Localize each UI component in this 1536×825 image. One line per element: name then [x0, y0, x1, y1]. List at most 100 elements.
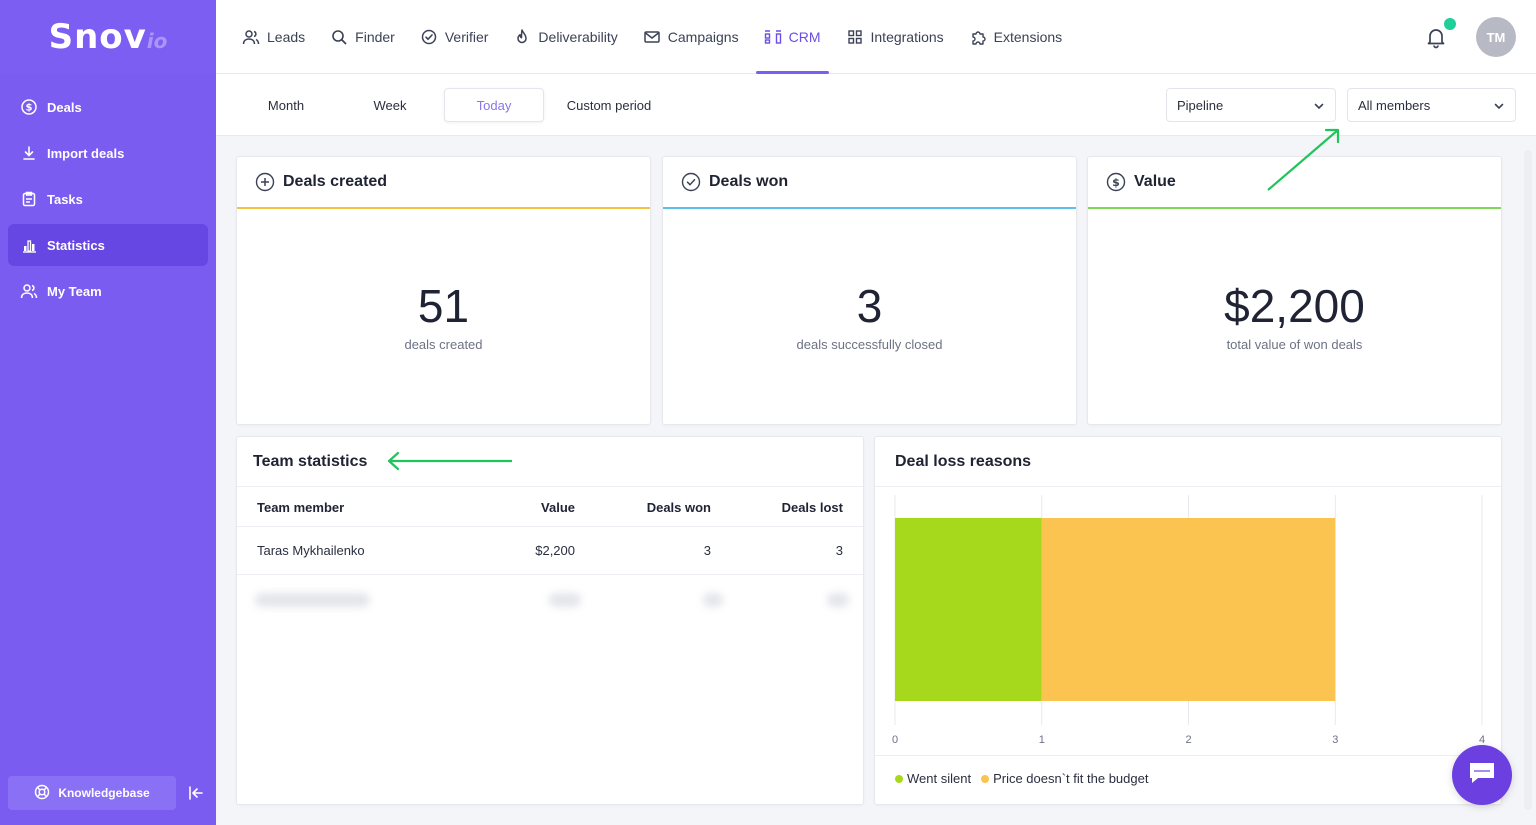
chat-button[interactable] — [1452, 745, 1512, 805]
deals-won-divider — [663, 207, 1076, 209]
svg-text:$: $ — [1112, 176, 1120, 189]
deal-loss-reasons-card: Deal loss reasons 0 1 2 3 4 Went silent Pric… — [874, 436, 1502, 805]
deal-loss-chart: 0 1 2 3 4 — [892, 495, 1485, 746]
team-icon — [20, 282, 38, 300]
nav-label: Integrations — [870, 29, 944, 45]
members-select[interactable]: All members — [1347, 88, 1516, 122]
nav-label: Verifier — [444, 29, 489, 45]
team-statistics-card: Team statistics Team member Value Deals … — [236, 436, 864, 805]
deals-won-card: Deals won 3 deals successfully closed — [662, 156, 1077, 425]
table-row[interactable]: Taras Mykhailenko $2,200 3 3 — [237, 527, 863, 575]
grid-icon — [846, 28, 864, 46]
dollar-circle-icon: $ — [20, 98, 38, 116]
pipeline-select[interactable]: Pipeline — [1166, 88, 1336, 122]
x-tick-label: 1 — [1039, 734, 1045, 746]
filter-bar: Month Week Today Custom period Pipeline … — [216, 74, 1536, 136]
chat-icon — [1467, 759, 1497, 792]
sidebar-item-label: Import deals — [47, 145, 125, 161]
row-value: $2,200 — [535, 543, 575, 558]
flame-icon — [513, 28, 531, 46]
nav-label: Deliverability — [538, 29, 618, 45]
team-statistics-header: Team statistics — [237, 437, 863, 487]
deal-loss-reasons-title: Deal loss reasons — [895, 452, 1032, 470]
bar-chart-icon — [20, 236, 38, 254]
period-month[interactable]: Month — [267, 97, 305, 113]
period-week[interactable]: Week — [373, 97, 407, 113]
legend-label-went-silent: Went silent — [907, 771, 972, 786]
column-header-value: Value — [541, 500, 575, 515]
value-divider — [1088, 207, 1501, 209]
nav-label: CRM — [788, 29, 821, 45]
nav-deliverability[interactable]: Deliverability — [505, 0, 625, 74]
sidebar-item-label: My Team — [47, 283, 102, 299]
sidebar-item-tasks[interactable]: Tasks — [8, 178, 208, 220]
deals-won-title: Deals won — [709, 173, 789, 190]
sidebar-item-label: Deals — [47, 99, 82, 115]
row-deals-lost: 3 — [835, 543, 843, 558]
clipboard-icon — [20, 190, 38, 208]
logo-suffix: io — [146, 29, 168, 53]
deals-won-caption: deals successfully closed — [796, 337, 943, 352]
legend-label-price: Price doesn`t fit the budget — [993, 771, 1149, 786]
logo-name: Snov — [48, 17, 147, 57]
nav-label: Extensions — [993, 29, 1063, 45]
column-header-member: Team member — [257, 500, 345, 515]
sidebar: Snovio $ Deals Import deals Tasks Statis… — [0, 0, 216, 825]
nav-label: Finder — [355, 29, 395, 45]
avatar[interactable]: TM — [1476, 17, 1516, 57]
legend-dot-went-silent — [895, 774, 903, 783]
knowledgebase-button[interactable]: Knowledgebase — [8, 776, 176, 810]
sidebar-item-deals[interactable]: $ Deals — [8, 86, 208, 128]
row-member: Taras Mykhailenko — [257, 543, 365, 558]
bar-segment-0[interactable] — [895, 518, 1042, 701]
bar-segment-1[interactable] — [1041, 518, 1336, 701]
nav-verifier[interactable]: Verifier — [412, 0, 497, 74]
value-caption: total value of won deals — [1226, 337, 1363, 352]
deals-created-title: Deals created — [283, 173, 388, 190]
dollar-circle-icon: $ — [1106, 172, 1126, 192]
deals-created-divider — [237, 207, 650, 209]
notification-dot — [1444, 18, 1456, 30]
deal-loss-reasons-header: Deal loss reasons — [875, 437, 1501, 487]
chevron-down-icon — [1313, 100, 1325, 112]
mail-icon — [643, 28, 661, 46]
period-today[interactable]: Today — [444, 88, 544, 122]
logo-area[interactable]: Snovio — [0, 0, 216, 74]
nav-leads[interactable]: Leads — [234, 0, 313, 74]
sidebar-item-label: Tasks — [47, 191, 83, 207]
deals-created-value: 51 — [417, 280, 470, 332]
deals-won-value: 3 — [856, 280, 883, 332]
sidebar-footer: Knowledgebase — [8, 776, 206, 810]
row-deals-won: 3 — [703, 543, 711, 558]
blurred-table-row — [237, 577, 863, 621]
sidebar-item-import-deals[interactable]: Import deals — [8, 132, 208, 174]
nav-crm[interactable]: CRM — [755, 0, 829, 74]
value-header: $ Value — [1088, 157, 1501, 207]
nav-campaigns[interactable]: Campaigns — [635, 0, 747, 74]
nav-integrations[interactable]: Integrations — [838, 0, 952, 74]
sidebar-item-statistics[interactable]: Statistics — [8, 224, 208, 266]
sidebar-nav: $ Deals Import deals Tasks Statistics My… — [0, 74, 216, 312]
check-circle-icon — [681, 172, 701, 192]
logo[interactable]: Snovio — [49, 17, 168, 57]
sidebar-item-my-team[interactable]: My Team — [8, 270, 208, 312]
collapse-sidebar-icon[interactable] — [186, 783, 206, 803]
plus-circle-icon — [255, 172, 275, 192]
page-scrollbar[interactable] — [1524, 150, 1532, 810]
nav-extensions[interactable]: Extensions — [961, 0, 1070, 74]
lifebuoy-icon — [34, 784, 50, 803]
bell-icon[interactable] — [1424, 25, 1448, 49]
period-custom[interactable]: Custom period — [566, 97, 652, 113]
crm-icon — [764, 28, 782, 46]
sidebar-item-label: Statistics — [47, 237, 105, 253]
chevron-down-icon — [1493, 100, 1505, 112]
nav-label: Campaigns — [667, 29, 739, 45]
value-amount: $2,200 — [1224, 280, 1365, 332]
legend-dot-price — [981, 774, 990, 783]
users-icon — [242, 28, 260, 46]
check-circle-icon — [420, 28, 438, 46]
nav-finder[interactable]: Finder — [322, 0, 403, 74]
chart-legend: Went silent Price doesn`t fit the budget — [895, 771, 1148, 786]
x-tick-label: 2 — [1185, 734, 1191, 746]
members-select-value: All members — [1358, 97, 1431, 113]
